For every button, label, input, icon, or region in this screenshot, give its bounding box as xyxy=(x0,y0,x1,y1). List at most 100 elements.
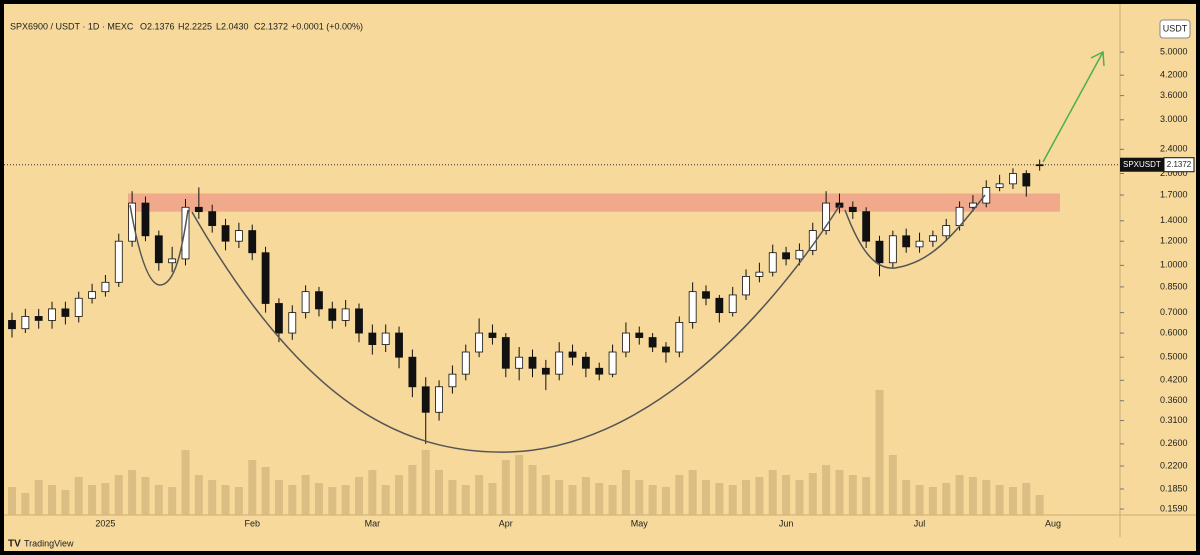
legend-header: SPX6900 / USDT · 1D · MEXC O2.1376 H2.22… xyxy=(10,21,363,31)
volume-bar xyxy=(48,485,57,515)
candle-body xyxy=(622,332,630,353)
currency[interactable]: USDT xyxy=(1163,23,1188,33)
candle-body xyxy=(248,230,257,254)
volume-bar xyxy=(234,487,243,515)
volume-bar xyxy=(355,477,363,515)
volume-bar xyxy=(675,475,684,515)
candle-body xyxy=(168,258,177,264)
candle-body xyxy=(88,291,96,299)
volume-bar xyxy=(1022,483,1031,515)
candle-body xyxy=(608,351,617,375)
y-tick-label: 1.7000 xyxy=(1160,189,1188,199)
candle-body xyxy=(995,183,1004,188)
volume-bar xyxy=(541,475,550,515)
volume-bar xyxy=(168,487,177,515)
volume-bar xyxy=(715,483,724,515)
candle-body xyxy=(915,240,924,248)
candle-body xyxy=(595,367,604,375)
candle-body xyxy=(702,291,710,299)
footer xyxy=(4,537,1196,551)
volume-bar xyxy=(34,480,43,515)
volume-bar xyxy=(448,480,457,515)
candle-body xyxy=(114,240,123,283)
candle-body xyxy=(421,386,430,413)
candle-body xyxy=(795,249,804,260)
x-tick-label: Aug xyxy=(1045,518,1061,528)
volume-bar xyxy=(74,477,83,515)
candle-body xyxy=(568,351,577,358)
candle-body xyxy=(715,297,724,314)
volume-bar xyxy=(688,470,697,515)
volume-bar xyxy=(408,465,417,515)
symbol-tag: SPXUSDT xyxy=(1123,160,1161,169)
volume-bar xyxy=(875,390,884,515)
volume-bar xyxy=(88,485,97,515)
volume-bar xyxy=(635,480,644,515)
candle-body xyxy=(288,312,297,334)
candle-body xyxy=(1022,173,1031,187)
volume-bar xyxy=(248,460,257,515)
candle-body xyxy=(395,332,403,358)
volume-bar xyxy=(208,480,217,515)
y-tick-label: 0.3100 xyxy=(1160,415,1188,425)
y-tick-label: 0.2600 xyxy=(1160,438,1188,448)
volume-bar xyxy=(702,480,710,515)
candle-body xyxy=(315,291,323,310)
y-tick-label: 1.0000 xyxy=(1160,260,1188,270)
volume-bar xyxy=(555,480,564,515)
volume-bar xyxy=(395,475,404,515)
candle-body xyxy=(275,303,283,334)
open-value: O2.1376 xyxy=(140,21,175,31)
volume-bar xyxy=(848,475,857,515)
volume-bar xyxy=(795,480,804,515)
candle-body xyxy=(181,206,190,260)
y-tick-label: 2.0000 xyxy=(1160,168,1188,178)
x-tick-label: 2025 xyxy=(95,518,115,528)
volume-bar xyxy=(902,480,911,515)
volume-bar xyxy=(461,485,470,515)
candle-body xyxy=(688,291,697,323)
candle-body xyxy=(635,332,644,338)
candle-body xyxy=(154,235,163,264)
low-value: L2.0430 xyxy=(216,21,249,31)
candle-body xyxy=(501,337,510,369)
volume-bar xyxy=(1008,487,1017,515)
y-tick-label: 0.6000 xyxy=(1160,327,1188,337)
volume-bar xyxy=(968,477,977,515)
candle-body xyxy=(194,206,203,213)
volume-bar xyxy=(808,473,817,515)
volume-bar xyxy=(61,490,70,515)
y-tick-label: 5.0000 xyxy=(1160,46,1188,56)
volume-bar xyxy=(101,483,110,515)
x-tick-label: Jul xyxy=(914,518,926,528)
y-tick-label: 2.4000 xyxy=(1160,144,1188,154)
volume-bar xyxy=(181,450,190,515)
candle-body xyxy=(515,356,524,369)
x-tick-label: Apr xyxy=(499,518,513,528)
volume-bar xyxy=(755,477,764,515)
x-tick-label: Jun xyxy=(779,518,794,528)
y-tick-label: 0.4200 xyxy=(1160,375,1188,385)
volume-bar xyxy=(301,475,310,515)
candle-body xyxy=(234,230,243,242)
volume-bar xyxy=(221,485,230,515)
volume-bar xyxy=(661,487,670,515)
y-tick-label: 1.4000 xyxy=(1160,215,1188,225)
volume-bar xyxy=(728,485,737,515)
volume-bar xyxy=(595,483,604,515)
change-value: +0.0001 (+0.00%) xyxy=(291,21,363,31)
candle-body xyxy=(662,346,670,353)
volume-bar xyxy=(568,485,577,515)
candle-body xyxy=(822,202,831,231)
x-tick-label: May xyxy=(631,518,649,528)
volume-bar xyxy=(822,465,831,515)
candle-body xyxy=(8,320,16,330)
volume-bar xyxy=(915,485,924,515)
volume-bar xyxy=(328,487,337,515)
volume-bar xyxy=(608,485,617,515)
candle-body xyxy=(488,332,497,338)
currency-box[interactable] xyxy=(1159,19,1191,39)
volume-bar xyxy=(21,493,30,515)
candle-body xyxy=(101,281,110,293)
high-value: H2.2225 xyxy=(178,21,212,31)
